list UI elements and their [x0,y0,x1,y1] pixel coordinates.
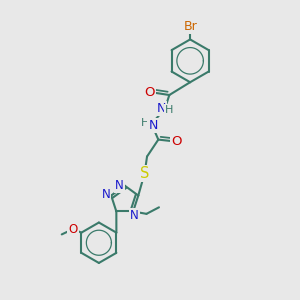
Text: H: H [140,118,149,128]
Text: S: S [140,166,149,181]
Text: H: H [165,105,173,115]
Text: N: N [115,178,124,192]
Text: Br: Br [184,20,198,33]
Text: O: O [145,85,155,98]
Text: N: N [157,103,166,116]
Text: O: O [68,223,78,236]
Text: N: N [148,119,158,132]
Text: N: N [101,188,110,201]
Text: N: N [130,209,139,222]
Text: O: O [172,135,182,148]
